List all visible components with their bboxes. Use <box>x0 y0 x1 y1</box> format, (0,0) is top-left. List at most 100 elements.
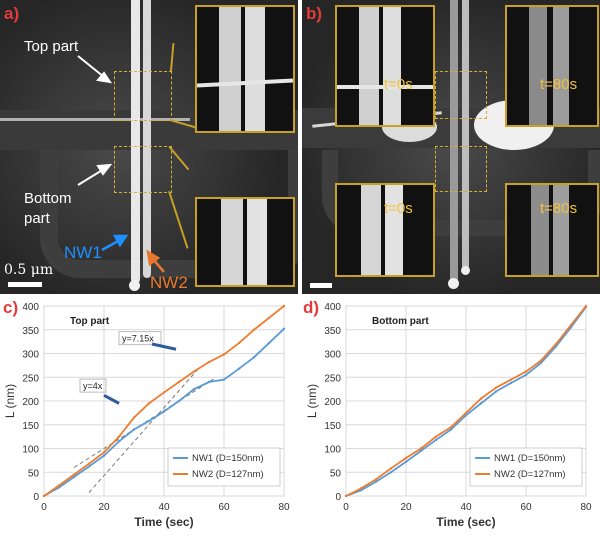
arrows-layer <box>8 55 165 287</box>
series-point <box>494 386 498 389</box>
y-tick-label: 100 <box>22 445 39 456</box>
panel-a-image: a) Top part Bottom part NW1 NW2 0.5 μm <box>0 0 298 294</box>
time-label-top-t0: t=0s <box>384 76 413 93</box>
scale-bar-label: 0.5 μm <box>4 262 54 278</box>
panel-b-nanowire-tip <box>461 266 470 275</box>
series-point <box>464 411 468 415</box>
inset-bottom <box>195 197 295 287</box>
panel-letter-b: b) <box>306 4 323 23</box>
series-point <box>102 454 106 457</box>
inset-edge <box>337 85 433 89</box>
series-point <box>449 425 453 429</box>
nw2-label: NW2 <box>150 273 188 292</box>
inset-top-wire-1 <box>219 7 241 131</box>
panel-b-nanowire-tip <box>448 278 459 289</box>
chart-title: Top part <box>70 316 110 327</box>
series-point <box>192 370 196 373</box>
inset-bottom-t80 <box>505 183 599 277</box>
inset-wire-1 <box>529 7 547 125</box>
series-point <box>132 428 136 431</box>
series-point <box>509 381 513 385</box>
series-point <box>207 360 211 364</box>
top-part-label: Top part <box>24 38 79 55</box>
panel-b-top-region <box>435 71 487 119</box>
series-point <box>87 465 91 468</box>
series-point <box>539 361 543 365</box>
y-tick-label: 400 <box>22 302 39 313</box>
x-tick-label: 80 <box>278 502 290 513</box>
panel-b-nanowire-2 <box>462 0 469 272</box>
x-tick-label: 40 <box>460 502 472 513</box>
nanowire-1 <box>131 0 140 284</box>
bottom-part-region <box>114 146 172 193</box>
legend-label: NW2 (D=127nm) <box>494 469 566 480</box>
series-point <box>539 359 543 362</box>
series-point <box>282 304 286 308</box>
series-point <box>584 304 588 308</box>
y-tick-label: 150 <box>22 421 39 432</box>
series-point <box>554 342 558 346</box>
series-point <box>207 380 211 384</box>
series-point <box>162 410 166 413</box>
series-point <box>419 449 423 453</box>
fit-arrow <box>103 393 120 405</box>
series-point <box>192 387 196 391</box>
series-point <box>147 419 151 423</box>
x-tick-label: 40 <box>158 502 170 513</box>
x-tick-label: 80 <box>580 502 592 513</box>
nw1-label: NW1 <box>64 243 102 262</box>
series-point <box>344 494 348 498</box>
chart-top-part: 0 50 100 150 200 250 300 350 400 0 20 40 60 80 Time (s… <box>3 302 290 529</box>
nw2-arrow-head <box>146 249 161 267</box>
fit-label: y=4x <box>83 381 103 391</box>
y-tick-label: 250 <box>324 373 341 384</box>
inset-top-t0 <box>335 5 435 127</box>
series-point <box>389 471 393 474</box>
inset-wire-2 <box>383 7 401 125</box>
series-point <box>237 341 241 345</box>
series-point <box>479 402 483 405</box>
inset-bottom-wire-2 <box>247 199 267 285</box>
series-point <box>359 487 363 490</box>
x-tick-label: 60 <box>520 502 532 513</box>
panel-a-trench-edge <box>0 118 190 121</box>
inset-wire-2 <box>553 7 569 125</box>
y-tick-label: 400 <box>324 302 341 313</box>
series-point <box>162 391 166 394</box>
inset-bottom-t0 <box>335 183 435 277</box>
y-axis-label: L (nm) <box>3 384 17 418</box>
scale-bar <box>8 282 42 287</box>
series-point <box>177 380 181 384</box>
panel-letter-c: c) <box>3 298 19 317</box>
y-tick-label: 350 <box>324 326 341 337</box>
legend-label: NW1 (D=150nm) <box>494 453 566 464</box>
time-label-bottom-t0: t=0s <box>384 200 413 217</box>
x-tick-label: 20 <box>400 502 412 513</box>
panel-letter-a: a) <box>4 4 20 23</box>
panel-b-scale-bar <box>310 283 332 288</box>
legend <box>167 447 281 487</box>
series-point <box>449 428 453 431</box>
chart-title: Bottom part <box>372 316 429 327</box>
series-point <box>177 399 181 403</box>
panel-letter-d: d) <box>303 298 320 317</box>
series-point <box>132 416 136 419</box>
fit-label-box <box>118 331 162 346</box>
legend-label: NW1 (D=150nm) <box>192 453 264 464</box>
y-tick-label: 0 <box>33 492 39 503</box>
inset-bottom-wire-1 <box>221 199 243 285</box>
legend <box>469 447 583 487</box>
series-point <box>267 316 271 320</box>
series-point <box>57 484 61 487</box>
nanowire-1-tip <box>129 280 140 291</box>
y-tick-label: 100 <box>324 445 341 456</box>
series-point <box>222 353 226 356</box>
top-part-region <box>114 71 172 121</box>
series-point <box>102 451 106 454</box>
y-tick-label: 250 <box>22 373 39 384</box>
top-part-arrow <box>77 55 105 78</box>
series-point <box>147 402 151 405</box>
series-point <box>434 438 438 442</box>
y-axis-label: L (nm) <box>305 384 319 418</box>
time-label-top-t80: t=80s <box>540 76 578 93</box>
